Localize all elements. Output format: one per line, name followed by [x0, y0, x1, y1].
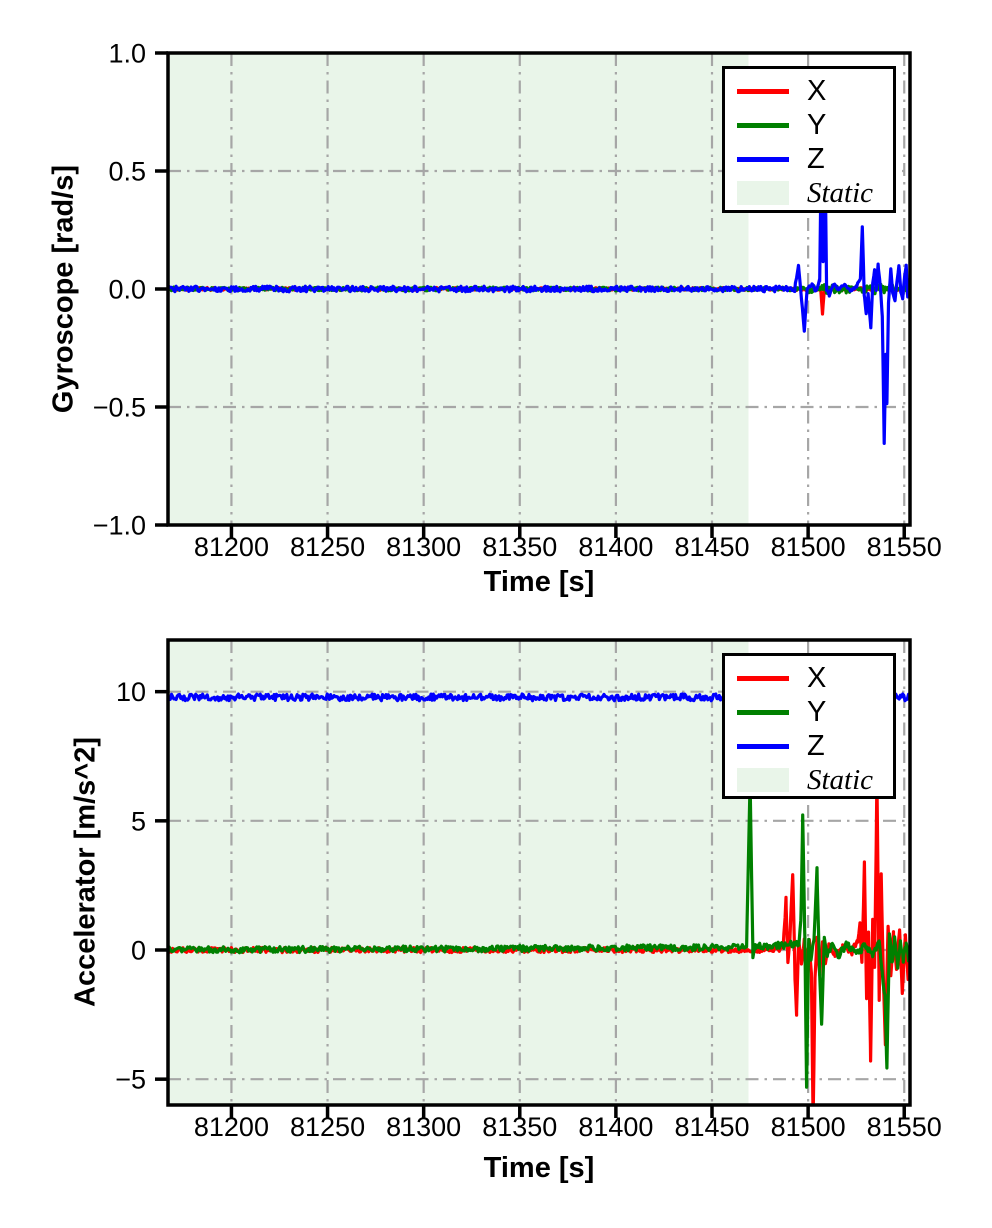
legend-entry-static: Static: [737, 763, 893, 797]
legend-label-x: X: [807, 661, 827, 694]
accelerator-chart-canvas: 81200 81250 81300 81350 81400 81450 81500 81550…: [115, 638, 942, 1142]
x-tick-label: 81550: [867, 532, 942, 562]
x-tick-label: 81500: [771, 1112, 846, 1142]
x-tick-label: 81300: [386, 1112, 461, 1142]
accelerator-x-axis-label: Time [s]: [483, 1152, 595, 1184]
x-tick-label: 81250: [290, 1112, 365, 1142]
x-tick-label: 81550: [867, 1112, 942, 1142]
legend-label-static: Static: [807, 176, 874, 209]
y-tick-label: 5: [131, 806, 146, 836]
legend-entry-z: Z: [737, 142, 893, 176]
x-tick-label: 81250: [290, 532, 365, 562]
x-tick-label: 81450: [674, 1112, 749, 1142]
static-region: [168, 640, 749, 1105]
y-tick-label: 0: [131, 936, 146, 966]
tick-labels: 81200 81250 81300 81350 81400 81450 81500 81550…: [115, 677, 942, 1142]
gyroscope-y-axis-label: Gyroscope [rad/s]: [47, 164, 80, 414]
gyroscope-chart-canvas: 81200 81250 81300 81350 81400 81450 81500 81550…: [93, 39, 942, 563]
x-tick-label: 81500: [771, 532, 846, 562]
gyroscope-legend: X Y Z Static: [722, 66, 896, 213]
legend-line-swatch-y: [737, 709, 789, 715]
legend-patch-swatch-static: [737, 181, 789, 205]
x-tick-label: 81450: [674, 532, 749, 562]
x-tick-label: 81300: [386, 532, 461, 562]
legend-entry-static: Static: [737, 176, 893, 210]
ticks: [155, 689, 906, 1118]
legend-entry-z: Z: [737, 729, 893, 763]
grid: [168, 640, 910, 1105]
x-tick-label: 81200: [194, 1112, 269, 1142]
legend-line-swatch-z: [737, 743, 789, 749]
y-tick-label: −1.0: [93, 511, 146, 541]
grid: [168, 53, 910, 525]
x-tick-label: 81350: [482, 532, 557, 562]
legend-line-swatch-x: [737, 88, 789, 94]
x-tick-label: 81200: [194, 532, 269, 562]
plot-border: [166, 638, 912, 1107]
y-tick-label: 0.0: [108, 275, 146, 305]
legend-label-y: Y: [807, 108, 827, 141]
gyroscope-chart: 81200 81250 81300 81350 81400 81450 81500 81550…: [47, 39, 942, 599]
legend-entry-y: Y: [737, 108, 893, 142]
legend-label-z: Z: [807, 729, 825, 762]
legend-label-y: Y: [807, 695, 827, 728]
tick-labels: 81200 81250 81300 81350 81400 81450 81500 81550…: [93, 39, 942, 563]
legend-entry-y: Y: [737, 695, 893, 729]
legend-label-z: Z: [807, 142, 825, 175]
y-tick-label: −5: [115, 1065, 146, 1095]
accelerator-y-axis-label: Accelerator [m/s^2]: [69, 737, 102, 1007]
gyroscope-x-axis-label: Time [s]: [483, 566, 595, 598]
legend-entry-x: X: [737, 661, 893, 695]
y-tick-label: −0.5: [93, 393, 146, 423]
series-y-line: [168, 779, 910, 1089]
legend-patch-swatch-static: [737, 768, 789, 792]
x-tick-label: 81350: [482, 1112, 557, 1142]
legend-label-x: X: [807, 74, 827, 107]
x-tick-label: 81400: [578, 1112, 653, 1142]
accelerator-chart: 81200 81250 81300 81350 81400 81450 81500 81550…: [0, 614, 992, 1228]
y-tick-label: 1.0: [108, 39, 146, 69]
legend-label-static: Static: [807, 763, 874, 796]
accelerator-legend: X Y Z Static: [722, 653, 896, 799]
legend-line-swatch-z: [737, 156, 789, 162]
x-tick-label: 81400: [578, 532, 653, 562]
y-tick-label: 0.5: [108, 157, 146, 187]
legend-line-swatch-y: [737, 122, 789, 128]
ticks: [155, 51, 906, 538]
y-tick-label: 10: [116, 677, 146, 707]
legend-line-swatch-x: [737, 675, 789, 681]
legend-entry-x: X: [737, 74, 893, 108]
